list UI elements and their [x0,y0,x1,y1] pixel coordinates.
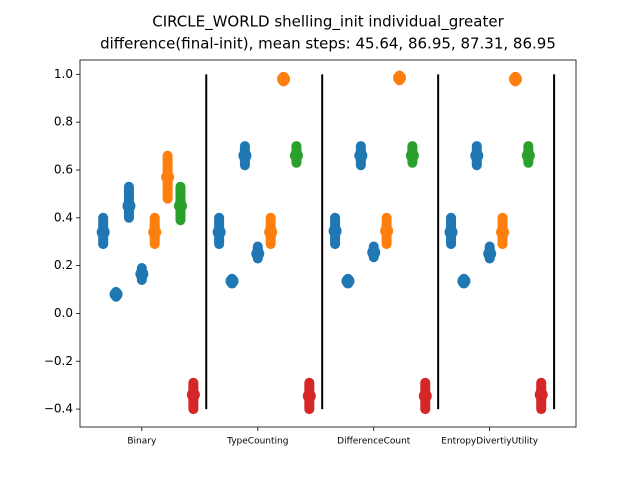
x-tick-label: Binary [127,437,157,447]
y-tick-label: 0.2 [54,258,73,272]
point [161,170,175,184]
point [238,149,252,163]
point [186,388,200,402]
y-tick-label: 0.0 [54,306,73,320]
point [457,274,471,288]
plot-frame [79,59,577,428]
point [122,199,136,213]
point [508,72,522,86]
point [483,247,497,261]
x-tick-label: DifferenceCount [337,437,411,447]
chart-title: CIRCLE_WORLD shelling_init individual_gr… [152,13,504,32]
point [521,149,535,163]
point [393,71,407,85]
point [212,225,226,239]
x-tick-label: EntropyDivertiyUtility [441,437,538,447]
point [405,149,419,163]
point [328,224,342,238]
y-tick-label: 1.0 [54,67,73,81]
y-tick-label: −0.2 [44,354,73,368]
point [496,225,510,239]
y-tick-label: −0.4 [44,402,73,416]
point [380,224,394,238]
point [173,199,187,213]
point [354,149,368,163]
point [341,274,355,288]
point [534,388,548,402]
x-tick-label: TypeCounting [226,437,288,447]
point [96,225,110,239]
point [251,247,265,261]
point [444,225,458,239]
point [135,267,149,281]
chart-subtitle: difference(final-init), mean steps: 45.6… [100,35,556,53]
point [289,149,303,163]
point [302,389,316,403]
point [225,274,239,288]
point [109,287,123,301]
point [418,389,432,403]
point [264,225,278,239]
y-tick-label: 0.6 [54,162,73,176]
point [148,225,162,239]
point [277,72,291,86]
point [470,149,484,163]
point [367,245,381,259]
y-tick-label: 0.8 [54,115,73,129]
y-tick-label: 0.4 [54,210,73,224]
